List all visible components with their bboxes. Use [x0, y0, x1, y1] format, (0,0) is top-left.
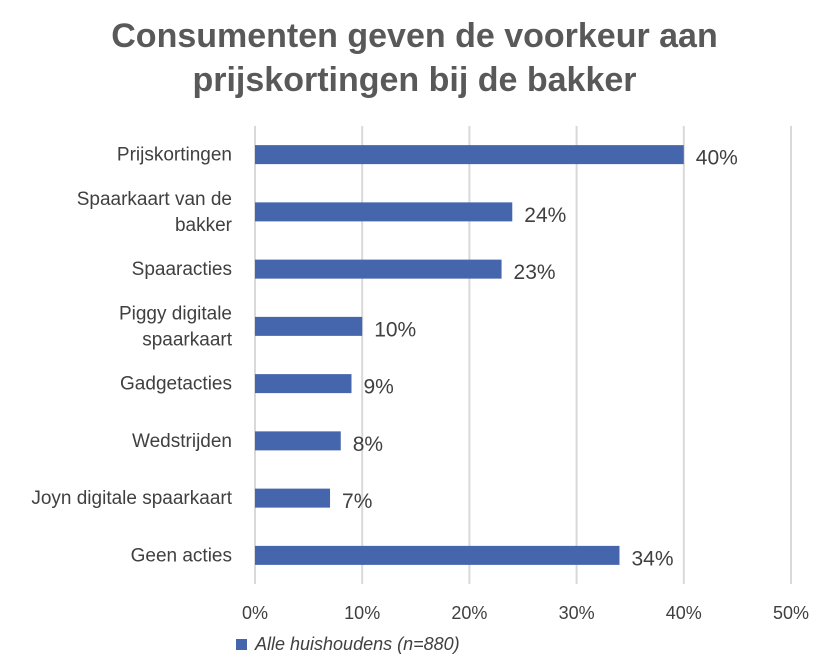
- category-label: spaarkaart: [142, 329, 232, 350]
- x-tick-label: 50%: [773, 603, 809, 623]
- x-tick-label: 10%: [344, 603, 380, 623]
- bar: [255, 374, 352, 394]
- bar: [255, 145, 684, 165]
- category-label: bakker: [175, 215, 233, 236]
- bars: [255, 145, 684, 565]
- bar-chart: Prijskortingen Spaarkaart van de bakker Spa…: [31, 126, 809, 623]
- category-label: Piggy digitale: [119, 303, 232, 324]
- data-label: 7%: [342, 490, 372, 513]
- bar: [255, 545, 620, 565]
- bar: [255, 488, 331, 508]
- data-label: 9%: [363, 376, 393, 399]
- legend: Alle huishoudens (n=880): [236, 634, 460, 655]
- data-label: 34%: [631, 547, 673, 570]
- data-label: 8%: [353, 433, 383, 456]
- bar: [255, 259, 502, 279]
- category-labels: Prijskortingen Spaarkaart van de bakker Spa…: [31, 145, 232, 567]
- category-label: Gadgetacties: [120, 374, 232, 395]
- bar: [255, 316, 363, 336]
- bar: [255, 431, 341, 451]
- data-label: 40%: [696, 147, 738, 170]
- category-label: Spaarkaart van de: [77, 189, 232, 210]
- data-label: 24%: [524, 204, 566, 227]
- x-tick-label: 40%: [666, 603, 702, 623]
- x-tick-label: 20%: [451, 603, 487, 623]
- chart-title-line-1: Consumenten geven de voorkeur aan: [111, 17, 718, 55]
- legend-label: Alle huishoudens (n=880): [255, 634, 460, 654]
- chart-title-line-2: prijskortingen bij de bakker: [192, 61, 637, 99]
- bar: [255, 202, 513, 222]
- x-tick-label: 0%: [242, 603, 268, 623]
- x-tick-label: 30%: [559, 603, 595, 623]
- legend-swatch: [236, 639, 247, 650]
- chart-title: Consumenten geven de voorkeur aan prijsk…: [0, 14, 829, 102]
- category-label: Joyn digitale spaarkaart: [31, 488, 232, 509]
- data-labels: 40% 24% 23% 10% 9% 8% 7% 34%: [342, 147, 738, 571]
- gridlines: [254, 126, 792, 584]
- category-label: Spaaracties: [132, 259, 232, 280]
- x-axis-ticks: 0% 10% 20% 30% 40% 50%: [242, 603, 809, 623]
- category-label: Prijskortingen: [117, 145, 232, 166]
- data-label: 10%: [374, 318, 416, 341]
- category-label: Geen acties: [131, 545, 232, 566]
- category-label: Wedstrijden: [132, 431, 232, 452]
- data-label: 23%: [514, 261, 556, 284]
